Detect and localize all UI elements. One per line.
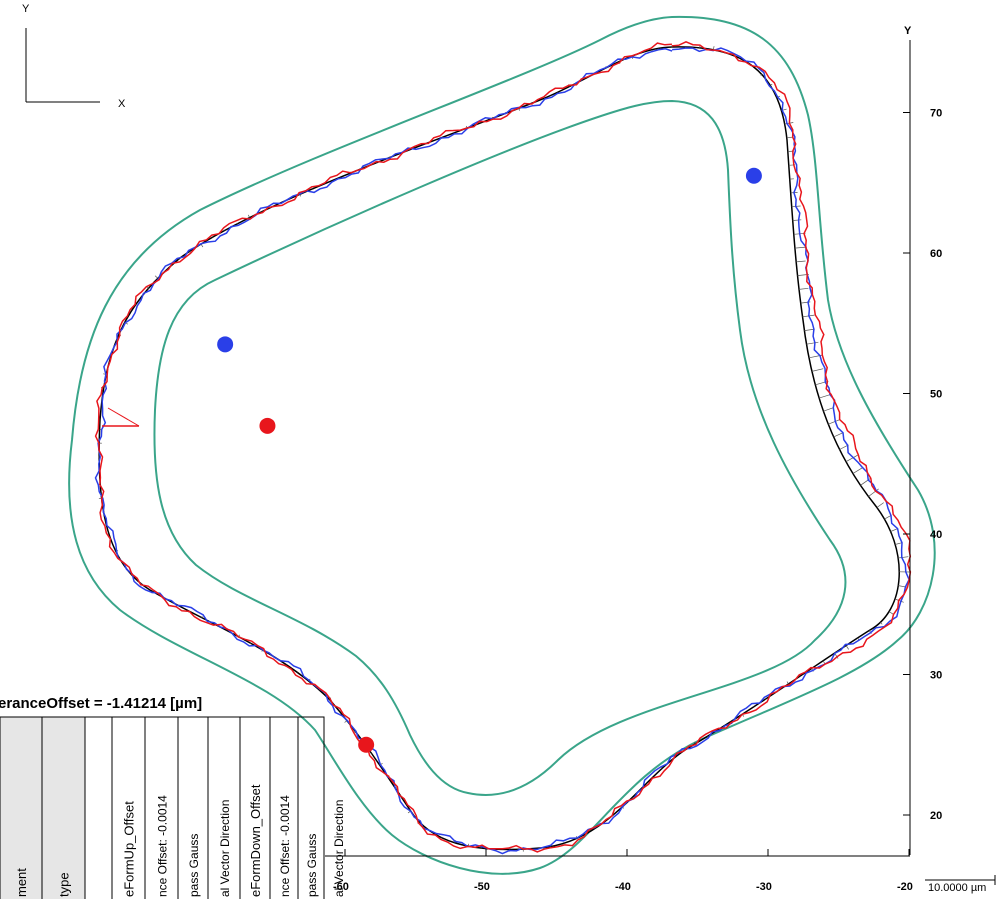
hatch-line <box>146 287 149 289</box>
lower-measured-profile <box>94 40 912 853</box>
hatch-line <box>694 741 696 744</box>
markers <box>217 167 762 753</box>
scale-label: 10.0000 µm <box>928 882 986 894</box>
hatch-line <box>888 611 894 615</box>
hatch-line <box>822 660 826 664</box>
hatch-line <box>760 74 763 76</box>
hatch-line <box>895 542 902 545</box>
table-title: eranceOffset = -1.41214 [µm] <box>0 695 202 712</box>
table-column-label: type <box>57 872 72 897</box>
outer-tolerance-curve <box>68 15 936 875</box>
hatch-line <box>833 432 843 438</box>
hatch-line <box>823 407 834 412</box>
x-tick-label: -20 <box>897 881 913 893</box>
upper-measured-profile <box>94 47 910 855</box>
table-column-label: nce Offset: -0.0014 <box>156 795 170 897</box>
hatch-line <box>712 46 715 50</box>
hatch-line <box>828 419 840 425</box>
hatch-line <box>880 622 883 625</box>
hatch-line <box>860 477 872 486</box>
y-tick-label: 60 <box>930 248 942 260</box>
info-table: eranceOffset = -1.41214 [µm] ment type eFo… <box>0 695 346 899</box>
y-tick-label: 30 <box>930 670 942 682</box>
hatch-line <box>201 616 203 618</box>
hatch-line <box>344 720 348 723</box>
hatch-line <box>845 645 849 650</box>
table-column-label: pass Gauss <box>305 834 319 897</box>
marker-leader-line <box>107 407 140 427</box>
hatch-line <box>189 251 191 253</box>
y-tick-label: 40 <box>930 529 942 541</box>
hatch-line <box>804 328 815 331</box>
hatch-line <box>818 393 832 399</box>
hatch-line <box>890 528 898 532</box>
hatch-line <box>898 556 909 559</box>
hatch-line <box>299 194 302 197</box>
hatch-line <box>247 214 250 218</box>
x-tick-label: -40 <box>615 881 631 893</box>
coordinate-legend: Y X <box>22 3 126 110</box>
hatch-line <box>806 341 819 345</box>
hatch-line <box>786 681 789 685</box>
table-column-label: al Vector Direction <box>218 800 232 897</box>
hatch-line <box>876 502 884 508</box>
hatch-line <box>706 736 708 738</box>
hatch-line <box>796 260 806 263</box>
profile-marker <box>745 167 762 184</box>
x-tick-label: -50 <box>474 881 490 893</box>
hatch-line <box>312 188 314 190</box>
legend-x-label: X <box>118 98 126 110</box>
hatch-line <box>154 275 159 279</box>
table-column-label: nce Offset: -0.0014 <box>278 795 292 897</box>
table-column-label: ment <box>14 868 29 897</box>
x-tick-label: -30 <box>756 881 772 893</box>
y-tick-label: 50 <box>930 389 942 401</box>
tolerance-band <box>68 15 936 875</box>
x-axis: -60 -50 -40 -30 -20 <box>325 849 913 893</box>
y-axis: Y 20 30 40 50 60 70 <box>903 25 942 855</box>
profile-marker <box>217 336 234 353</box>
hatch-line <box>798 287 809 290</box>
hatch-line <box>224 229 226 231</box>
profile-marker <box>259 417 276 434</box>
table-column-label: pass Gauss <box>187 834 201 897</box>
hatch-line <box>200 243 204 248</box>
hatch-line <box>354 731 356 733</box>
y-tick-label: 70 <box>930 108 942 120</box>
table-column-label: eFormUp_Offset <box>122 801 137 897</box>
hatch-line <box>794 246 806 249</box>
hatch-line <box>852 466 864 474</box>
hatch-line <box>815 380 829 386</box>
nominal-contour <box>98 46 900 851</box>
hatch-line <box>868 488 879 497</box>
hatch-line <box>845 454 858 463</box>
profile-marker <box>358 736 375 753</box>
hatch-line <box>799 675 801 678</box>
legend-y-label: Y <box>22 3 30 15</box>
table-column-label: eFormDown_Offset <box>248 784 263 897</box>
table-column-label: al Vector Direction <box>332 800 346 897</box>
hatch-line <box>792 219 802 221</box>
x-tick-label: -60 <box>333 881 349 893</box>
y-tick-label: 20 <box>930 810 942 822</box>
hatch-line <box>811 368 824 372</box>
hatch-line <box>492 116 494 119</box>
inner-tolerance-curve <box>153 99 847 796</box>
hatch-line <box>770 83 773 86</box>
hatch-line <box>764 698 766 700</box>
y-axis-label: Y <box>904 25 912 37</box>
